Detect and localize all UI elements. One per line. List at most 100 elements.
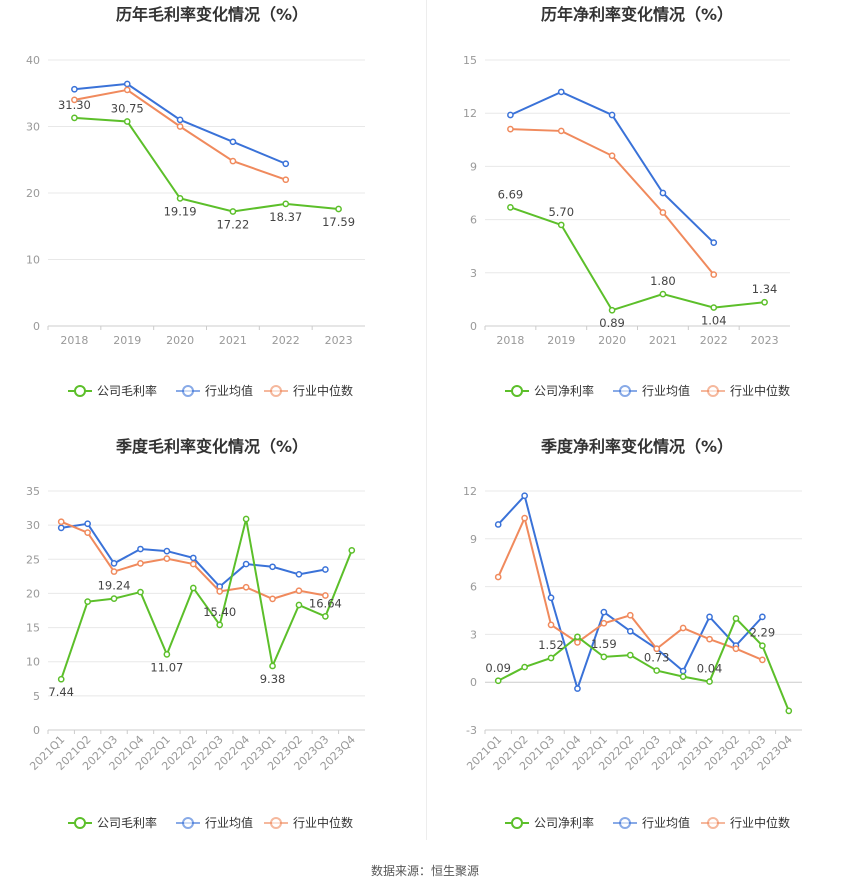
- data-point: [295, 601, 303, 609]
- chart-title: 历年净利率变化情况（%）: [541, 5, 733, 24]
- data-label: 1.34: [752, 282, 778, 296]
- data-point: [710, 304, 718, 311]
- data-point: [282, 176, 290, 184]
- data-point: [176, 195, 184, 202]
- legend-label: 公司净利率: [534, 383, 594, 398]
- data-point: [176, 116, 184, 124]
- data-point: [229, 138, 237, 146]
- legend-label: 行业中位数: [293, 815, 353, 830]
- y-tick-label: 12: [463, 107, 477, 120]
- data-label: 18.37: [269, 210, 302, 224]
- data-point: [706, 613, 713, 621]
- data-label: 5.70: [548, 205, 574, 219]
- data-point: [137, 545, 144, 553]
- x-tick-label: 2018: [60, 334, 88, 347]
- data-point: [507, 204, 514, 211]
- y-tick-label: 0: [33, 320, 40, 333]
- x-tick-label: 2022: [272, 334, 300, 347]
- legend-marker: [707, 817, 719, 829]
- data-point: [759, 613, 766, 621]
- data-point: [574, 633, 581, 641]
- data-point: [84, 598, 91, 605]
- data-point: [759, 642, 766, 650]
- data-point: [653, 645, 661, 653]
- data-point: [123, 86, 131, 94]
- data-point: [494, 573, 502, 581]
- legend-marker: [270, 817, 282, 829]
- data-label: 1.80: [650, 274, 676, 288]
- legend-label: 行业均值: [205, 815, 253, 830]
- data-point: [57, 518, 65, 526]
- y-tick-label: 3: [470, 267, 477, 280]
- data-point: [242, 515, 250, 523]
- chart-svg: 历年毛利率变化情况（%） 0 10 20 30 40 2018 2019 2020 2021 202…: [26, 5, 365, 398]
- legend-marker: [619, 817, 631, 829]
- data-point: [557, 127, 565, 135]
- data-point: [163, 651, 171, 658]
- data-label: 1.59: [591, 637, 617, 651]
- y-tick-label: 15: [463, 54, 477, 67]
- y-tick-label: 10: [26, 254, 40, 267]
- data-point: [626, 627, 634, 635]
- series-line: [74, 116, 339, 213]
- data-point: [137, 588, 144, 596]
- x-tick-label: 2018: [496, 334, 524, 347]
- y-tick-label: 6: [470, 581, 477, 594]
- data-point: [626, 651, 634, 659]
- annual-gross-margin-chart: 历年毛利率变化情况（%） 0 10 20 30 40 2018 2019 2020 2021 202…: [0, 0, 425, 432]
- data-point: [679, 667, 687, 675]
- legend-marker: [74, 817, 86, 829]
- data-point: [706, 635, 713, 643]
- y-tick-label: 20: [26, 187, 40, 200]
- data-point: [732, 615, 740, 622]
- data-point: [679, 624, 687, 632]
- series-line: [74, 88, 287, 181]
- data-point: [600, 619, 608, 627]
- data-point: [229, 208, 237, 215]
- data-point: [521, 663, 528, 671]
- x-tick-label: 2021: [649, 334, 677, 347]
- x-tick-label: 2022: [700, 334, 728, 347]
- y-tick-label: 6: [470, 214, 477, 227]
- data-point: [653, 667, 661, 674]
- data-point: [494, 677, 502, 685]
- data-point: [189, 560, 197, 568]
- chart-title: 季度毛利率变化情况（%）: [115, 437, 308, 456]
- x-tick-label: 2019: [113, 334, 141, 347]
- data-label: 7.44: [48, 685, 74, 699]
- data-point: [759, 656, 766, 664]
- legend-label: 行业均值: [642, 815, 690, 830]
- data-point: [761, 298, 768, 306]
- data-point: [521, 514, 528, 522]
- x-tick-label: 2023: [325, 334, 353, 347]
- data-point: [706, 678, 713, 685]
- data-point: [494, 521, 502, 528]
- x-tick-label: 2020: [598, 334, 626, 347]
- data-label: 17.22: [216, 217, 249, 231]
- data-point: [322, 592, 329, 599]
- data-point: [71, 114, 78, 122]
- data-point: [507, 125, 514, 133]
- legend-label: 行业中位数: [730, 815, 790, 830]
- data-point: [679, 673, 687, 680]
- data-point: [137, 560, 144, 567]
- data-point: [216, 621, 224, 629]
- series-line: [497, 493, 764, 692]
- panel-divider: [426, 0, 427, 840]
- y-tick-label: 9: [470, 160, 477, 173]
- data-point: [269, 563, 276, 571]
- data-point: [626, 611, 634, 619]
- legend-marker: [511, 817, 523, 829]
- data-point: [659, 209, 667, 216]
- data-label: 6.69: [498, 187, 524, 201]
- data-point: [242, 583, 250, 591]
- data-label: 17.59: [322, 215, 355, 229]
- chart-title: 季度净利率变化情况（%）: [540, 437, 733, 456]
- x-tick-label: 2021: [219, 334, 247, 347]
- data-label: 1.04: [701, 314, 727, 328]
- y-tick-label: 30: [26, 519, 40, 532]
- data-point: [216, 588, 224, 595]
- data-point: [574, 685, 581, 692]
- legend-marker: [182, 385, 194, 397]
- data-point: [547, 621, 555, 629]
